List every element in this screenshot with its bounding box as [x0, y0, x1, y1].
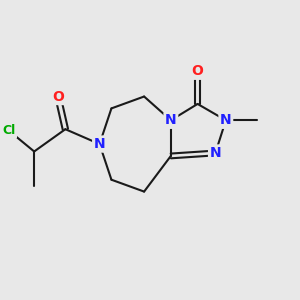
Text: O: O — [52, 89, 64, 103]
Text: Cl: Cl — [2, 124, 16, 137]
Text: O: O — [192, 64, 203, 78]
Text: N: N — [220, 113, 232, 127]
Text: N: N — [165, 113, 177, 127]
Text: N: N — [210, 146, 221, 160]
Text: N: N — [94, 137, 105, 151]
